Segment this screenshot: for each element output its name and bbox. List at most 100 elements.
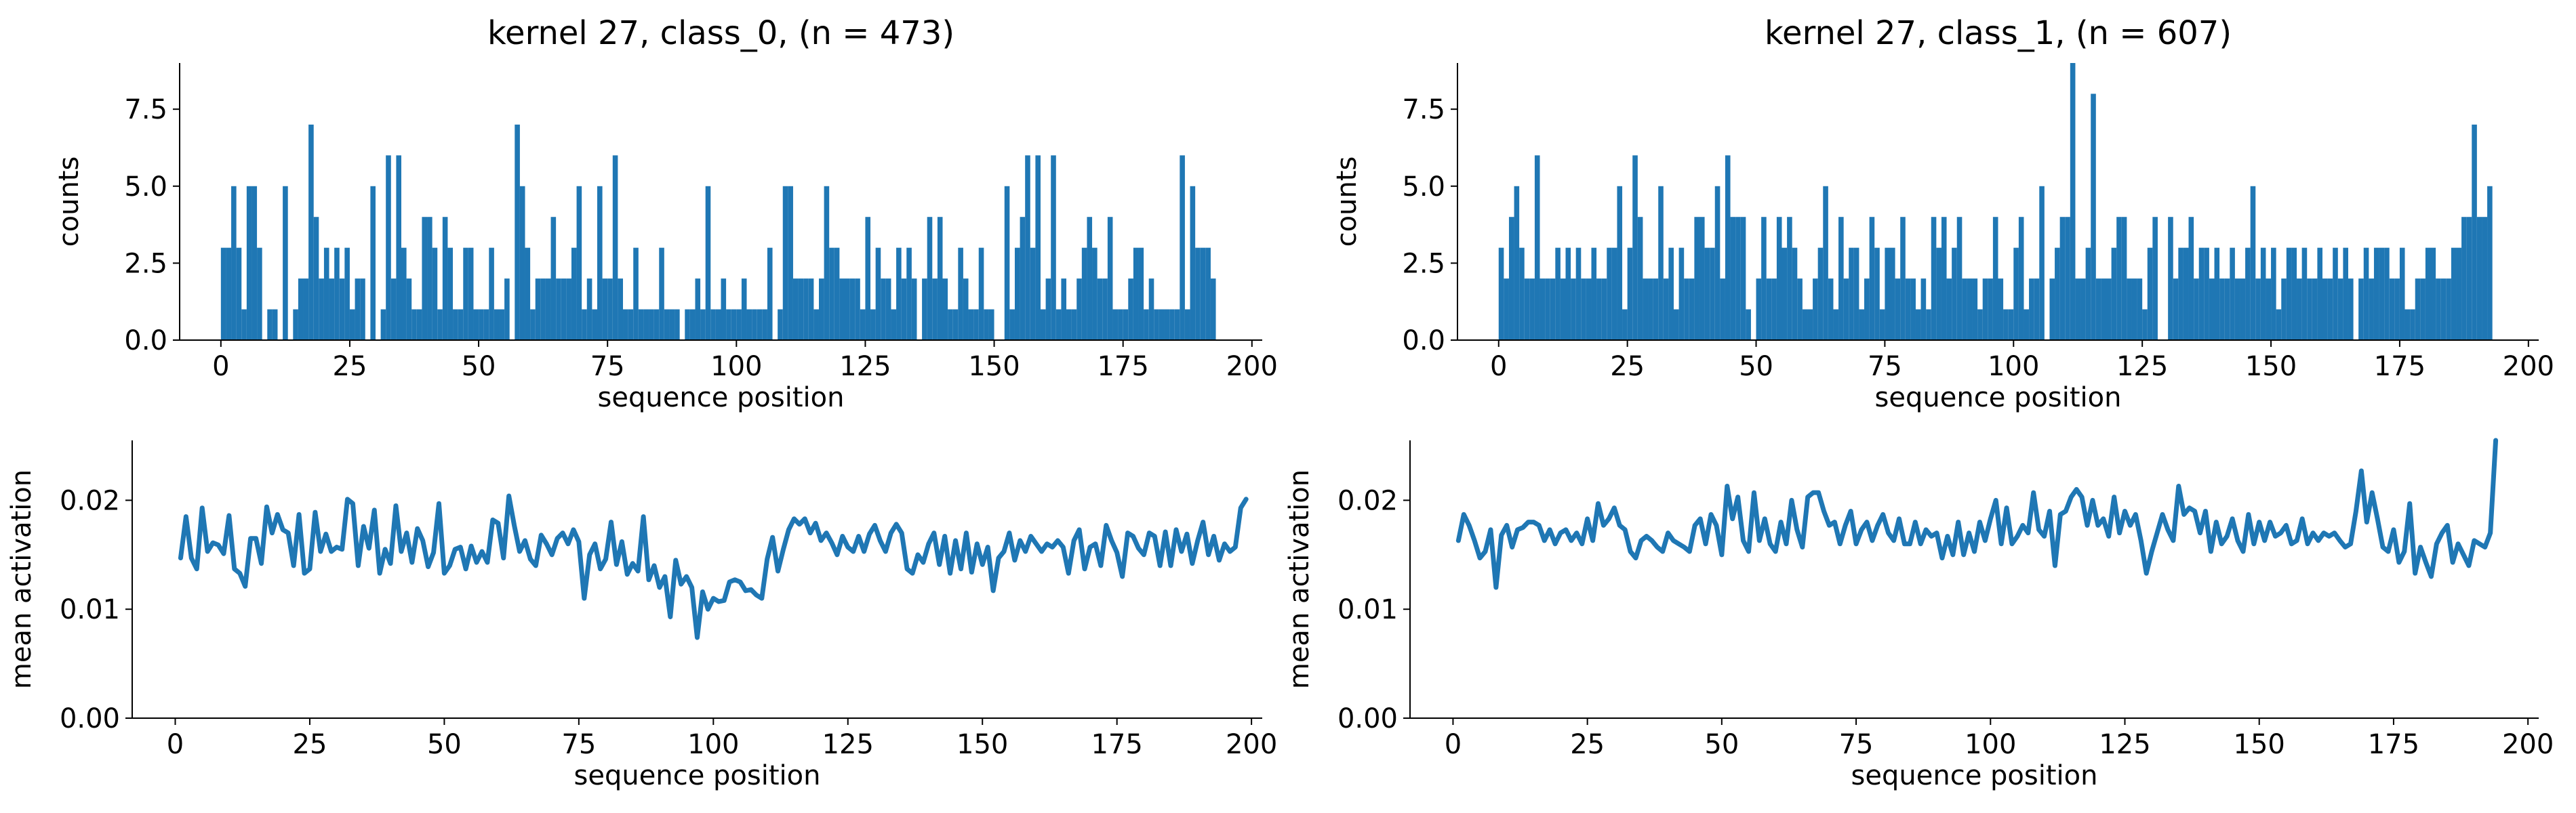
bar <box>1843 278 1849 340</box>
bar <box>2070 63 2076 340</box>
bar <box>803 278 809 340</box>
bar <box>2055 247 2060 340</box>
bar <box>2420 278 2426 340</box>
bar <box>1190 186 1196 340</box>
bar <box>298 278 304 340</box>
bar <box>2404 309 2411 340</box>
bar <box>2333 247 2338 340</box>
bar <box>2116 217 2122 340</box>
bar <box>1092 247 1098 340</box>
y-axis-label: mean activation <box>1284 470 1315 689</box>
bar <box>525 247 531 340</box>
bar <box>1617 186 1623 340</box>
bar <box>1833 309 1839 340</box>
bar <box>2399 247 2405 340</box>
bar <box>1956 217 1963 340</box>
bar <box>1159 309 1165 340</box>
bar <box>2466 217 2472 340</box>
bar <box>1864 278 1870 340</box>
bar <box>1946 278 1952 340</box>
bar <box>2291 247 2297 340</box>
bar <box>2440 278 2447 340</box>
bar <box>700 309 706 340</box>
bar <box>1601 278 1607 340</box>
bar <box>2039 186 2045 340</box>
bar <box>2224 278 2230 340</box>
bar <box>1118 309 1123 340</box>
bar <box>1782 247 1788 340</box>
bar <box>1498 247 1504 340</box>
bar <box>891 309 897 340</box>
x-tick-label: 100 <box>710 351 762 382</box>
bar <box>2322 278 2328 340</box>
x-tick-label: 25 <box>333 351 367 382</box>
bar <box>1508 217 1514 340</box>
bar <box>963 278 969 340</box>
bar <box>396 155 401 340</box>
bar <box>2266 278 2272 340</box>
bar <box>2003 309 2009 340</box>
bar <box>628 309 634 340</box>
chart-panel-class1-counts: kernel 27, class_1, (n = 607) sequence p… <box>1331 14 2554 413</box>
bar <box>576 186 582 340</box>
bar <box>1539 278 1546 340</box>
bar <box>401 247 407 340</box>
bar <box>2178 247 2183 340</box>
x-tick-label: 200 <box>2503 351 2554 382</box>
bar <box>386 155 391 340</box>
bar <box>473 309 479 340</box>
bar <box>494 309 500 340</box>
y-axis-label: counts <box>54 157 85 247</box>
bar <box>1545 278 1550 340</box>
bar <box>607 278 613 340</box>
x-tick-label: 125 <box>839 351 891 382</box>
x-tick-label: 125 <box>2099 729 2150 760</box>
bar <box>1787 217 1792 340</box>
y-axis-label: counts <box>1331 157 1363 247</box>
bar <box>721 278 727 340</box>
bar <box>489 247 494 340</box>
x-tick-label: 75 <box>590 351 625 382</box>
bar <box>1674 309 1679 340</box>
bar <box>515 124 520 340</box>
bar <box>1720 278 1725 340</box>
bar <box>236 247 242 340</box>
bar <box>2034 278 2040 340</box>
bar <box>2281 278 2287 340</box>
bar <box>592 309 597 340</box>
y-tick-label: 0.02 <box>60 485 120 516</box>
chart-panel-class0-counts: kernel 27, class_0, (n = 473) sequence p… <box>54 14 1278 413</box>
bar <box>1148 278 1154 340</box>
bar <box>1555 247 1561 340</box>
x-tick-label: 200 <box>1226 729 1277 760</box>
bar <box>1776 217 1782 340</box>
x-tick-label: 200 <box>2502 729 2554 760</box>
bar <box>2214 247 2220 340</box>
x-axis-label: sequence position <box>574 760 821 791</box>
bar <box>1797 278 1803 340</box>
x-tick-label: 150 <box>2234 729 2285 760</box>
bar <box>2085 247 2091 340</box>
bar <box>1519 247 1525 340</box>
bar <box>2487 186 2493 340</box>
bar <box>1823 186 1828 340</box>
bar <box>2415 278 2421 340</box>
bar <box>360 278 365 340</box>
bar <box>1874 247 1880 340</box>
bar <box>649 309 654 340</box>
bar <box>659 247 664 340</box>
bar <box>2240 278 2246 340</box>
bar <box>1714 186 1720 340</box>
bar <box>1025 155 1030 340</box>
bar <box>818 278 824 340</box>
bar <box>1885 247 1890 340</box>
bar <box>2234 278 2240 340</box>
bar <box>1128 278 1133 340</box>
bar <box>504 278 510 340</box>
bar <box>2142 309 2148 340</box>
bar <box>1740 217 1746 340</box>
bar <box>792 278 799 340</box>
bar <box>2317 247 2322 340</box>
bar <box>571 247 577 340</box>
bar <box>582 309 587 340</box>
